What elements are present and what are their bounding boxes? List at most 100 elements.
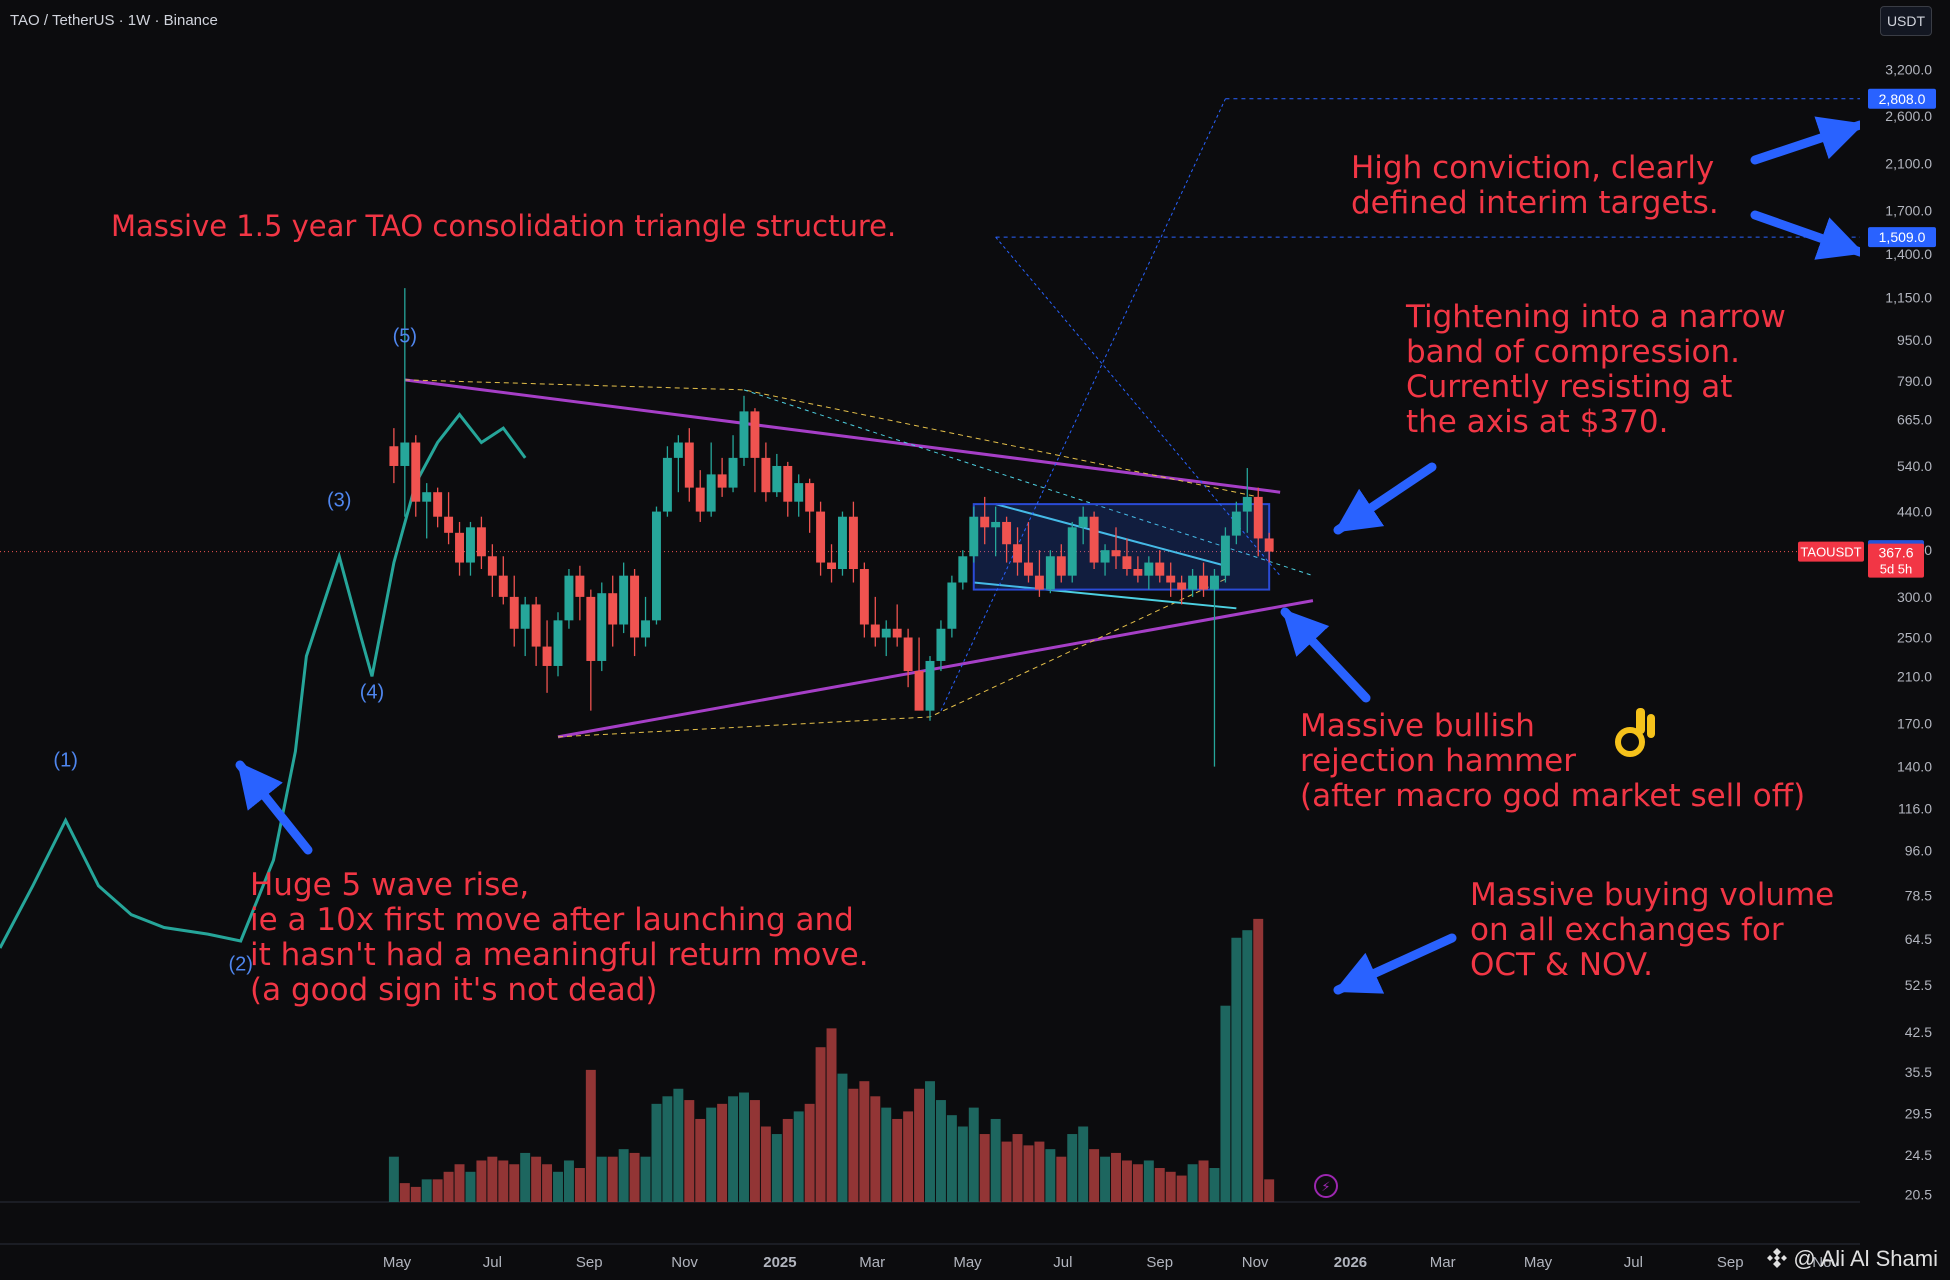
- symbol-tag-text: TAOUSDT: [1800, 545, 1861, 560]
- candle-body: [1231, 511, 1241, 536]
- y-tick-label: 250.0: [1897, 629, 1932, 645]
- candle-body: [980, 516, 990, 528]
- candle-body: [816, 511, 826, 563]
- wave-label: (2): [228, 954, 252, 976]
- y-tick-label: 24.5: [1905, 1147, 1932, 1163]
- candle-body: [991, 521, 1001, 528]
- volume-bar: [1100, 1156, 1111, 1202]
- volume-bar: [465, 1171, 476, 1202]
- volume-bar: [596, 1156, 607, 1202]
- candle-body: [1188, 575, 1198, 590]
- compression-note: the axis at $370.: [1406, 404, 1668, 440]
- y-tick-label: 116.0: [1898, 801, 1932, 817]
- volume-bar: [1034, 1141, 1045, 1202]
- candle-body: [1089, 516, 1099, 563]
- volume-bar: [1220, 1005, 1231, 1202]
- wave-label: (1): [53, 750, 77, 772]
- y-tick-label: 29.5: [1905, 1105, 1932, 1121]
- wave-note: it hasn't had a meaningful return move.: [250, 937, 869, 973]
- ok-hand-finger: [1647, 714, 1655, 738]
- volume-bar: [1154, 1168, 1165, 1202]
- y-tick-label: 440.0: [1897, 504, 1932, 520]
- candle-body: [509, 596, 519, 629]
- currency-button[interactable]: USDT: [1880, 6, 1932, 36]
- wave-label: (3): [327, 490, 351, 512]
- candle-body: [750, 411, 760, 458]
- wave-label: (4): [360, 682, 384, 704]
- candle-body: [914, 671, 924, 711]
- candle-body: [1045, 556, 1055, 590]
- volume-bar: [399, 1183, 410, 1202]
- y-tick-label: 2,600.0: [1885, 108, 1932, 124]
- candle-body: [652, 511, 661, 621]
- volume-bar: [749, 1100, 760, 1202]
- volume-bar: [1187, 1164, 1198, 1202]
- y-tick-label: 1,700.0: [1885, 203, 1932, 219]
- candle-body: [695, 487, 705, 512]
- candle-body: [1133, 569, 1143, 576]
- volume-bar: [1067, 1134, 1078, 1202]
- targets-note: defined interim targets.: [1351, 185, 1719, 221]
- x-tick-label: May: [383, 1254, 412, 1271]
- candle-body: [1242, 496, 1252, 512]
- volume-bar: [1121, 1160, 1132, 1202]
- candle-body: [487, 556, 497, 576]
- candle-body: [575, 575, 585, 597]
- time-axis: May Jul Sep Nov 2025 Mar May Jul Sep Nov 2026 Mar Ma…: [383, 1254, 1840, 1271]
- volume-bar: [925, 1081, 935, 1202]
- volume-bars: [388, 918, 1275, 1202]
- candle-body: [586, 596, 596, 661]
- x-tick-label: Mar: [859, 1254, 885, 1271]
- candle-body: [903, 637, 913, 672]
- compression-note: Tightening into a narrow: [1405, 299, 1786, 335]
- x-tick-label: 2025: [763, 1254, 796, 1271]
- volume-bar: [1012, 1134, 1023, 1202]
- candle-body: [761, 457, 771, 493]
- volume-bar: [870, 1096, 881, 1202]
- y-tick-label: 20.5: [1905, 1187, 1932, 1203]
- volume-bar: [432, 1179, 443, 1202]
- volume-bar: [1111, 1152, 1121, 1202]
- annotations: (1) (2) (3) (4) (5) Massive 1.5 year TAO cons…: [53, 150, 1834, 1198]
- volume-bar: [739, 1092, 749, 1202]
- volume-bar: [990, 1118, 1001, 1202]
- candle-body: [958, 556, 968, 583]
- candle-body: [1100, 550, 1110, 563]
- price-axis-background: [1860, 0, 1950, 1280]
- triangle-upper-line: [404, 378, 1281, 494]
- volume-bar: [388, 1156, 399, 1202]
- candle-body: [389, 446, 399, 466]
- ok-hand-finger: [1636, 708, 1645, 734]
- volume-bar: [793, 1111, 804, 1202]
- volume-bar: [914, 1088, 925, 1202]
- ok-hand-icon: [1615, 708, 1655, 757]
- volume-bar: [815, 1047, 826, 1202]
- hammer-note: (after macro god market sell off): [1300, 778, 1805, 814]
- volume-bar: [706, 1107, 717, 1202]
- candle-body: [641, 620, 650, 638]
- volume-bar: [804, 1103, 815, 1202]
- volume-bar: [695, 1118, 706, 1202]
- candle-body: [827, 562, 836, 570]
- candle-body: [936, 628, 946, 661]
- volume-bar: [476, 1160, 487, 1202]
- volume-note: OCT & NOV.: [1470, 947, 1653, 983]
- candle-body: [1144, 562, 1154, 576]
- annotation-arrow: [1750, 116, 1865, 165]
- volume-bar: [1242, 930, 1253, 1202]
- volume-bar: [618, 1149, 629, 1202]
- candle-body: [706, 474, 716, 512]
- volume-bar: [771, 1134, 782, 1202]
- candle-body: [870, 624, 880, 638]
- last-price-tag: [1868, 543, 1924, 578]
- y-tick-label: 42.5: [1905, 1024, 1932, 1040]
- candle-body: [1111, 550, 1121, 557]
- candle-body: [498, 575, 508, 597]
- candle-body: [553, 620, 563, 666]
- volume-bar: [629, 1152, 640, 1202]
- volume-bar: [728, 1096, 739, 1202]
- volume-bar: [640, 1156, 651, 1202]
- candle-body: [564, 575, 574, 621]
- y-tick-label: 1,400.0: [1885, 246, 1932, 262]
